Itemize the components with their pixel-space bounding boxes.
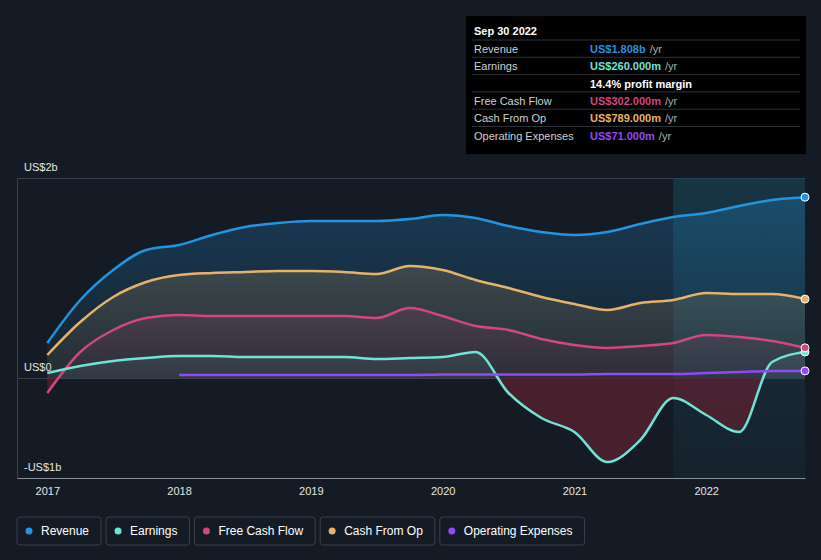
tooltip-title: Sep 30 2022 <box>474 25 537 37</box>
x-tick-label: 2017 <box>36 485 60 497</box>
series-line <box>179 371 805 375</box>
legend-item[interactable]: Revenue <box>17 517 101 545</box>
tooltip-box <box>466 16 806 154</box>
legend-label: Free Cash Flow <box>218 524 303 538</box>
end-point <box>801 295 809 303</box>
tooltip-value: US$302.000m <box>590 95 661 107</box>
tooltip-value-line: US$260.000m/yr <box>590 60 678 72</box>
series-line <box>47 352 805 462</box>
legend-swatch <box>329 528 336 535</box>
tooltip-label: Free Cash Flow <box>474 95 552 107</box>
tooltip-unit: /yr <box>650 43 663 55</box>
tooltip-value-line: US$302.000m/yr <box>590 95 678 107</box>
x-tick-label: 2021 <box>563 485 587 497</box>
tooltip-label: Earnings <box>474 60 518 72</box>
legend-item[interactable]: Free Cash Flow <box>194 517 315 545</box>
tooltip: Sep 30 2022 Revenue US$1.808b/yr Earnings US… <box>466 16 806 154</box>
tooltip-divider <box>472 91 800 92</box>
x-tick-label: 2018 <box>167 485 191 497</box>
tooltip-unit: /yr <box>665 112 678 124</box>
y-tick-label: US$2b <box>24 161 58 173</box>
tooltip-value-line: US$789.000m/yr <box>590 112 678 124</box>
legend-swatch <box>115 528 122 535</box>
legend-swatch <box>26 528 33 535</box>
x-tick: 2022 <box>694 478 718 497</box>
y-axis: US$2bUS$0-US$1b <box>17 161 805 479</box>
tooltip-value: US$71.000m <box>590 130 655 142</box>
tooltip-label: Cash From Op <box>474 112 546 124</box>
tooltip-value: US$1.808b <box>590 43 646 55</box>
negative-area <box>47 378 805 462</box>
x-tick: 2017 <box>36 478 60 497</box>
tooltip-label: Revenue <box>474 43 518 55</box>
legend-label: Earnings <box>130 524 177 538</box>
end-point <box>801 344 809 352</box>
grid-line <box>17 478 805 479</box>
tooltip-unit: /yr <box>659 130 672 142</box>
legend-box[interactable] <box>440 517 585 545</box>
tooltip-value: US$789.000m <box>590 112 661 124</box>
tooltip-divider <box>472 57 800 58</box>
legend-box[interactable] <box>320 517 435 545</box>
y-tick: US$2b <box>17 161 805 179</box>
tooltip-unit: /yr <box>665 60 678 72</box>
tooltip-value-line: US$71.000m/yr <box>590 130 671 142</box>
series-area <box>47 352 805 462</box>
end-points <box>801 193 809 375</box>
tooltip-divider <box>472 40 800 41</box>
end-point <box>801 193 809 201</box>
plot-area <box>47 178 805 478</box>
tooltip-value-line: US$1.808b/yr <box>590 43 662 55</box>
tooltip-note: 14.4% profit margin <box>590 78 692 90</box>
tooltip-label: Operating Expenses <box>474 130 574 142</box>
end-point <box>801 367 809 375</box>
legend: Revenue Earnings Free Cash Flow Cash From O… <box>17 517 585 545</box>
chart: US$2bUS$0-US$1b 2017 2018 2019 2020 2021 2022 R… <box>0 0 821 560</box>
x-tick-label: 2020 <box>431 485 455 497</box>
legend-label: Cash From Op <box>344 524 423 538</box>
x-tick-label: 2022 <box>694 485 718 497</box>
series-line <box>47 308 805 393</box>
tooltip-value: US$260.000m <box>590 60 661 72</box>
x-tick: 2018 <box>167 478 191 497</box>
legend-item[interactable]: Operating Expenses <box>440 517 585 545</box>
legend-item[interactable]: Earnings <box>106 517 189 545</box>
x-axis-line <box>18 478 806 479</box>
x-tick: 2019 <box>299 478 323 497</box>
tooltip-divider <box>472 74 800 75</box>
y-tick-label: -US$1b <box>24 461 61 473</box>
series-line <box>47 197 805 343</box>
y-axis-line <box>17 179 18 479</box>
x-tick: 2021 <box>563 478 587 497</box>
legend-box[interactable] <box>194 517 315 545</box>
legend-label: Operating Expenses <box>464 524 573 538</box>
legend-box[interactable] <box>106 517 189 545</box>
tooltip-divider <box>472 109 800 110</box>
legend-item[interactable]: Cash From Op <box>320 517 435 545</box>
legend-swatch <box>203 528 210 535</box>
tooltip-divider <box>472 126 800 127</box>
legend-swatch <box>448 528 455 535</box>
x-tick-label: 2019 <box>299 485 323 497</box>
tooltip-unit: /yr <box>665 95 678 107</box>
x-tick: 2020 <box>431 478 455 497</box>
x-axis: 2017 2018 2019 2020 2021 2022 <box>18 478 806 497</box>
legend-box[interactable] <box>17 517 101 545</box>
legend-label: Revenue <box>41 524 89 538</box>
